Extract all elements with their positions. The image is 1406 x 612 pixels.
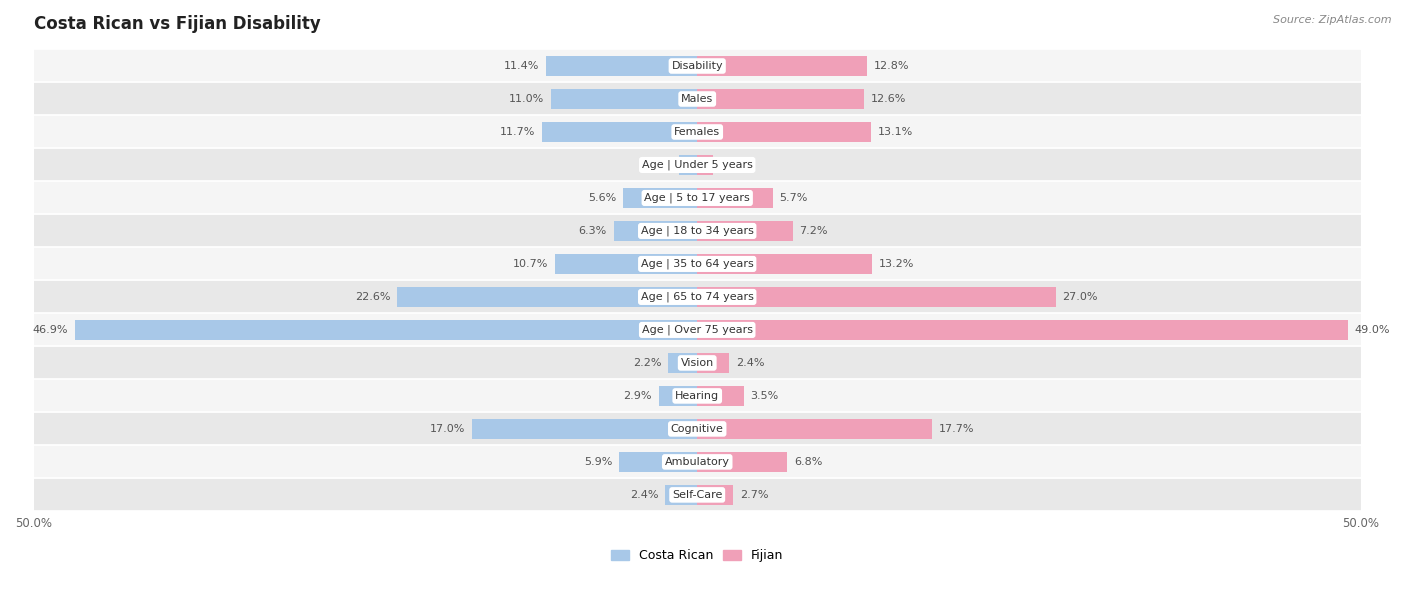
FancyBboxPatch shape [34,346,1361,379]
Bar [697,188,773,208]
FancyBboxPatch shape [34,116,1361,149]
Text: 11.0%: 11.0% [509,94,544,104]
Text: Source: ZipAtlas.com: Source: ZipAtlas.com [1274,15,1392,25]
Bar [471,419,697,439]
Text: 5.9%: 5.9% [583,457,612,467]
Text: Age | Over 75 years: Age | Over 75 years [641,325,752,335]
Text: 12.8%: 12.8% [873,61,910,71]
Text: 13.1%: 13.1% [877,127,912,137]
Bar [697,386,744,406]
Bar [665,485,697,505]
FancyBboxPatch shape [34,280,1361,313]
Bar [697,319,1348,340]
Text: Age | 5 to 17 years: Age | 5 to 17 years [644,193,749,203]
Text: Age | Under 5 years: Age | Under 5 years [641,160,752,170]
FancyBboxPatch shape [34,313,1361,346]
Text: 13.2%: 13.2% [879,259,914,269]
Bar [619,452,697,472]
Text: 12.6%: 12.6% [872,94,907,104]
Text: 3.5%: 3.5% [751,391,779,401]
Text: 49.0%: 49.0% [1354,325,1389,335]
Bar [659,386,697,406]
Text: 7.2%: 7.2% [800,226,828,236]
Bar [546,56,697,76]
Bar [668,353,697,373]
Text: Age | 35 to 64 years: Age | 35 to 64 years [641,259,754,269]
Bar [697,419,932,439]
Text: 46.9%: 46.9% [32,325,67,335]
Text: 2.4%: 2.4% [735,358,765,368]
Text: Cognitive: Cognitive [671,424,724,434]
Text: Males: Males [681,94,713,104]
Bar [555,254,697,274]
Text: 22.6%: 22.6% [356,292,391,302]
Bar [697,452,787,472]
Text: Hearing: Hearing [675,391,720,401]
Text: 5.7%: 5.7% [779,193,808,203]
FancyBboxPatch shape [34,479,1361,512]
Text: 1.2%: 1.2% [720,160,748,170]
Text: 6.8%: 6.8% [794,457,823,467]
Bar [75,319,697,340]
Text: 17.0%: 17.0% [430,424,465,434]
Text: 6.3%: 6.3% [579,226,607,236]
FancyBboxPatch shape [34,214,1361,247]
Bar [697,254,873,274]
Bar [613,221,697,241]
Text: 2.2%: 2.2% [633,358,661,368]
Text: Age | 65 to 74 years: Age | 65 to 74 years [641,292,754,302]
FancyBboxPatch shape [34,446,1361,479]
Bar [623,188,697,208]
Bar [541,122,697,142]
Bar [697,56,868,76]
Bar [697,89,865,109]
Text: Females: Females [673,127,720,137]
FancyBboxPatch shape [34,379,1361,412]
Bar [697,286,1056,307]
Text: 11.4%: 11.4% [503,61,540,71]
Bar [697,122,872,142]
Text: 2.9%: 2.9% [624,391,652,401]
Bar [697,221,793,241]
Text: 2.4%: 2.4% [630,490,659,500]
Text: Age | 18 to 34 years: Age | 18 to 34 years [641,226,754,236]
Bar [697,353,730,373]
Bar [551,89,697,109]
Text: 2.7%: 2.7% [740,490,768,500]
Text: 1.4%: 1.4% [644,160,672,170]
Text: 10.7%: 10.7% [513,259,548,269]
Bar [398,286,697,307]
FancyBboxPatch shape [34,149,1361,182]
Text: 5.6%: 5.6% [588,193,616,203]
Text: Vision: Vision [681,358,714,368]
Text: 27.0%: 27.0% [1063,292,1098,302]
Bar [679,155,697,175]
Text: Disability: Disability [672,61,723,71]
Bar [697,485,733,505]
FancyBboxPatch shape [34,412,1361,446]
FancyBboxPatch shape [34,83,1361,116]
Bar [697,155,713,175]
FancyBboxPatch shape [34,182,1361,214]
Text: 17.7%: 17.7% [939,424,974,434]
Text: Ambulatory: Ambulatory [665,457,730,467]
FancyBboxPatch shape [34,50,1361,83]
FancyBboxPatch shape [34,247,1361,280]
Text: 11.7%: 11.7% [501,127,536,137]
Legend: Costa Rican, Fijian: Costa Rican, Fijian [606,544,789,567]
Text: Costa Rican vs Fijian Disability: Costa Rican vs Fijian Disability [34,15,321,33]
Text: Self-Care: Self-Care [672,490,723,500]
